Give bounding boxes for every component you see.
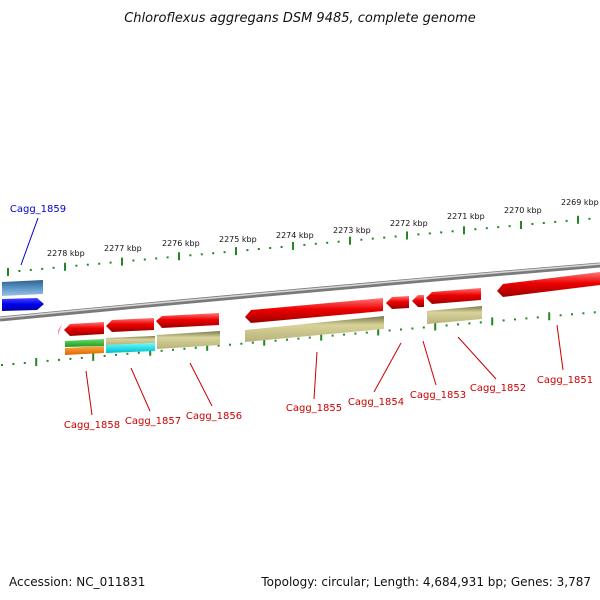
gene-cagg-1855-arrow[interactable] [245, 298, 383, 323]
genome-backbone-highlight [0, 263, 600, 319]
leader-cagg-1852 [457, 336, 497, 380]
cagg-1857-annotation-cyan[interactable] [106, 343, 155, 353]
upper-scale-track [7, 215, 591, 276]
leader-cagg-1858 [85, 370, 93, 416]
gene-labels: Cagg_1859 Cagg_1858 Cagg_1857 Cagg_1856 … [10, 204, 593, 431]
gene-label-cagg-1856[interactable]: Cagg_1856 [186, 411, 242, 422]
gene-cagg-1859-annotation-bar[interactable] [2, 280, 43, 296]
scale-label: 2277 kbp [104, 244, 142, 253]
gene-label-cagg-1852[interactable]: Cagg_1852 [470, 383, 526, 394]
map-title: Chloroflexus aggregans DSM 9485, complet… [124, 11, 476, 26]
gene-cagg-1858-arrow[interactable] [58, 324, 62, 336]
gene-label-cagg-1858[interactable]: Cagg_1858 [64, 420, 120, 431]
gene-cagg-1859-arrow[interactable] [2, 298, 44, 311]
gene-label-cagg-1851[interactable]: Cagg_1851 [537, 375, 593, 386]
gene-label-cagg-1853[interactable]: Cagg_1853 [410, 390, 466, 401]
scale-label: 2278 kbp [47, 249, 85, 258]
lower-scale-track [1, 311, 596, 366]
leader-cagg-1856 [189, 362, 213, 407]
scale-label: 2274 kbp [276, 231, 314, 240]
gene-label-cagg-1854[interactable]: Cagg_1854 [348, 397, 404, 408]
gene-cagg-1853-arrow[interactable] [412, 295, 424, 307]
cagg-1857-annotation-khaki[interactable] [106, 336, 155, 345]
cagg-1858-annotation-green[interactable] [65, 339, 104, 347]
forward-features [2, 280, 44, 311]
cagg-1855-annotation-khaki[interactable] [245, 316, 384, 342]
scale-label: 2276 kbp [162, 239, 200, 248]
gene-label-cagg-1855[interactable]: Cagg_1855 [286, 403, 342, 414]
gene-label-cagg-1857[interactable]: Cagg_1857 [125, 416, 181, 427]
leader-cagg-1859 [20, 217, 39, 266]
genome-info-text: Topology: circular; Length: 4,684,931 bp… [261, 575, 591, 589]
gene-label-cagg-1859[interactable]: Cagg_1859 [10, 204, 66, 215]
gene-cagg-1854-arrow[interactable] [386, 296, 409, 309]
accession-text: Accession: NC_011831 [9, 575, 146, 589]
label-leaders [20, 217, 564, 416]
gene-cagg-1851-arrow[interactable] [497, 272, 600, 297]
scale-label: 2272 kbp [390, 219, 428, 228]
leader-cagg-1851 [556, 324, 564, 371]
scale-label: 2270 kbp [504, 206, 542, 215]
leader-cagg-1857 [130, 367, 151, 412]
cagg-1852-annotation-khaki[interactable] [427, 306, 482, 324]
reverse-annotation-bars [65, 306, 482, 355]
cagg-1858-annotation-orange[interactable] [65, 346, 104, 355]
gene-cagg-1856-arrow[interactable] [156, 313, 219, 328]
genome-backbone [0, 262, 600, 322]
scale-label: 2269 kbp [561, 198, 599, 207]
scale-label: 2273 kbp [333, 226, 371, 235]
cagg-1856-annotation-khaki[interactable] [157, 331, 220, 349]
gene-cagg-1858-arrow[interactable] [64, 322, 104, 336]
leader-cagg-1853 [422, 340, 437, 386]
gene-cagg-1857-arrow[interactable] [106, 318, 154, 332]
leader-cagg-1855 [313, 351, 318, 400]
scale-label: 2271 kbp [447, 212, 485, 221]
leader-cagg-1854 [373, 342, 402, 393]
scale-label: 2275 kbp [219, 235, 257, 244]
reverse-genes [58, 272, 600, 336]
gene-cagg-1852-arrow[interactable] [426, 288, 481, 304]
